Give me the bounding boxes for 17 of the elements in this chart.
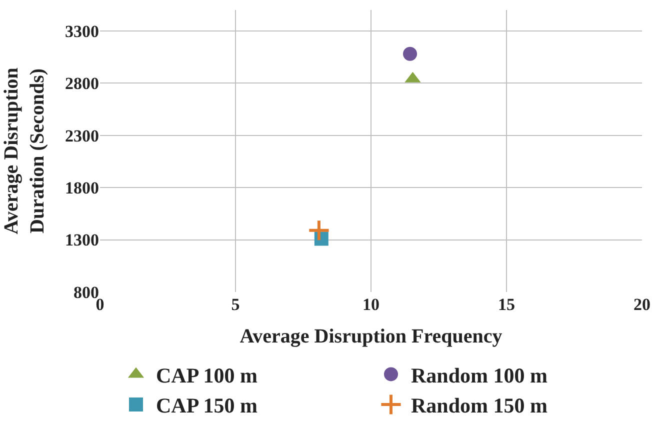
legend-label: Random 150 m bbox=[411, 394, 548, 418]
y-tick-label: 2300 bbox=[65, 126, 99, 146]
y-tick-label: 2800 bbox=[65, 74, 99, 94]
point bbox=[308, 219, 330, 242]
x-tick-label: 10 bbox=[362, 295, 380, 314]
y-axis-title: Average Disruption Duration (Seconds) bbox=[0, 68, 48, 234]
x-tick-label: 5 bbox=[231, 295, 240, 314]
y-tick-label: 3300 bbox=[65, 22, 99, 41]
x-axis-title: Average Disruption Frequency bbox=[240, 326, 502, 348]
legend-label: CAP 100 m bbox=[156, 363, 258, 388]
point bbox=[403, 46, 418, 61]
legend-label: CAP 150 m bbox=[156, 394, 258, 418]
legend-label: Random 100 m bbox=[411, 363, 548, 388]
x-tick-label: 20 bbox=[634, 295, 650, 314]
y-tick-label: 1800 bbox=[65, 178, 99, 198]
y-tick-label: 1300 bbox=[65, 230, 99, 250]
x-tick-label: 15 bbox=[498, 295, 515, 314]
